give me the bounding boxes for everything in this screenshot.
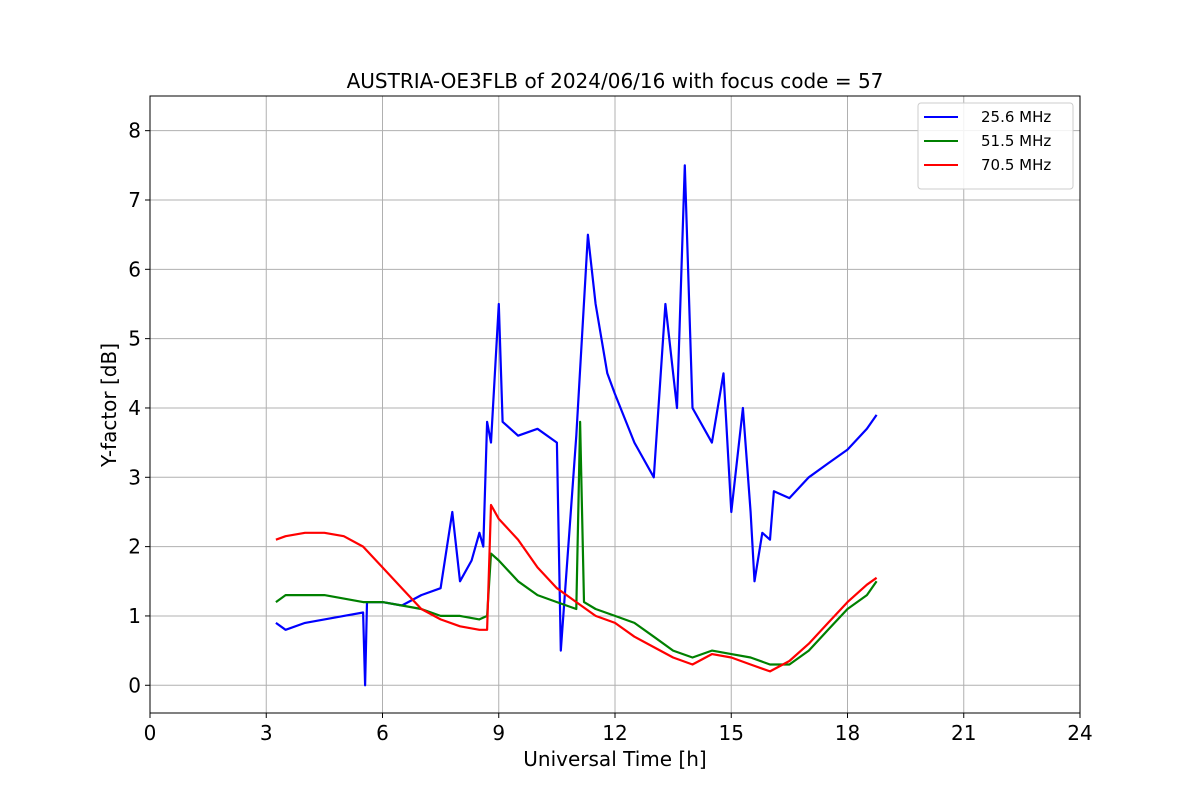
y-tick-label: 1 bbox=[128, 604, 141, 628]
x-tick-label: 21 bbox=[951, 721, 976, 745]
y-tick-label: 5 bbox=[128, 327, 141, 351]
x-tick-label: 3 bbox=[260, 721, 273, 745]
legend-label: 25.6 MHz bbox=[981, 108, 1051, 126]
y-tick-label: 7 bbox=[128, 188, 141, 212]
chart-title: AUSTRIA-OE3FLB of 2024/06/16 with focus … bbox=[347, 69, 884, 93]
y-tick-label: 6 bbox=[128, 257, 141, 281]
x-axis: 0 3 6 9 12 15 18 21 24 bbox=[144, 713, 1093, 745]
legend: 25.6 MHz 51.5 MHz 70.5 MHz bbox=[917, 102, 1074, 190]
x-tick-label: 18 bbox=[835, 721, 860, 745]
y-tick-label: 8 bbox=[128, 119, 141, 143]
x-tick-label: 9 bbox=[492, 721, 505, 745]
x-tick-label: 15 bbox=[719, 721, 744, 745]
series-group bbox=[275, 164, 878, 687]
x-axis-label: Universal Time [h] bbox=[523, 747, 706, 771]
y-tick-label: 2 bbox=[128, 535, 141, 559]
y-tick-label: 0 bbox=[128, 673, 141, 697]
series-line-2 bbox=[275, 420, 878, 666]
legend-label: 51.5 MHz bbox=[981, 132, 1051, 150]
x-tick-label: 12 bbox=[602, 721, 627, 745]
y-axis: 0 1 2 3 4 5 6 7 8 bbox=[128, 119, 150, 697]
legend-box bbox=[917, 102, 1074, 190]
series-line-3 bbox=[275, 503, 878, 673]
x-tick-label: 0 bbox=[144, 721, 157, 745]
y-axis-label: Y-factor [dB] bbox=[97, 343, 121, 468]
y-tick-label: 3 bbox=[128, 465, 141, 489]
y-tick-label: 4 bbox=[128, 396, 141, 420]
x-tick-label: 24 bbox=[1067, 721, 1092, 745]
x-tick-label: 6 bbox=[376, 721, 389, 745]
legend-label: 70.5 MHz bbox=[981, 156, 1051, 174]
